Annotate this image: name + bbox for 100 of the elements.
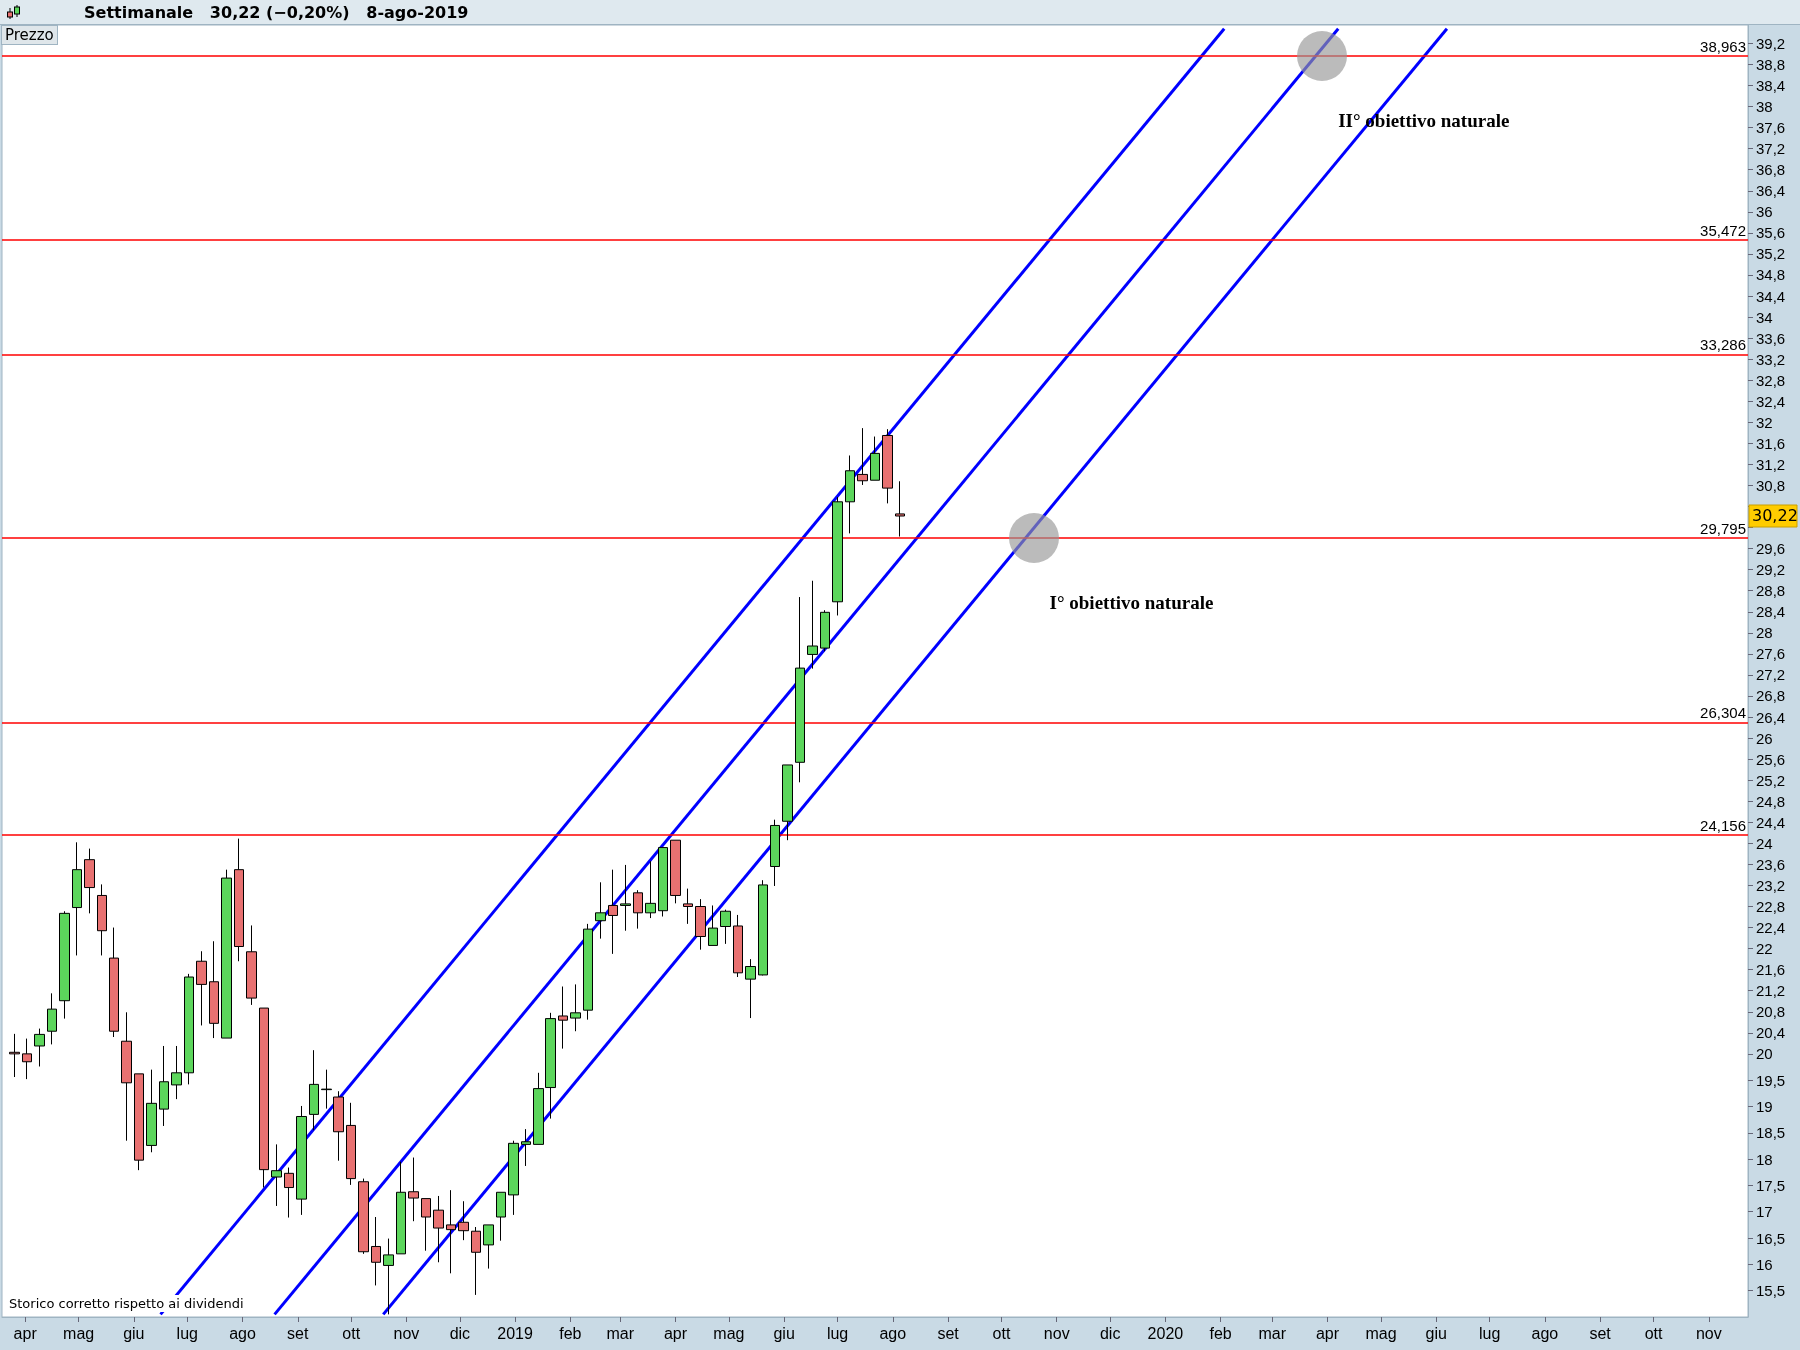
candlestick (59, 910, 70, 1020)
candlestick (209, 940, 219, 1039)
y-tick-label: 20 (1756, 1045, 1773, 1063)
candlestick (820, 609, 830, 652)
x-tick-label: feb (1209, 1324, 1232, 1342)
y-tick-label: 27,6 (1756, 645, 1786, 663)
candlestick (246, 924, 257, 1006)
x-tick-label: apr (13, 1324, 38, 1342)
y-tick-label: 26,4 (1756, 708, 1786, 726)
y-tick-label: 38,8 (1756, 55, 1786, 73)
y-tick-label: 18 (1756, 1150, 1773, 1168)
candlestick (620, 864, 631, 932)
y-tick-label: 33,6 (1756, 329, 1786, 347)
candlestick (396, 1161, 406, 1255)
candlestick (196, 950, 207, 1026)
y-tick-label: 37,2 (1756, 140, 1786, 158)
candlestick (595, 881, 606, 940)
candlestick (670, 839, 681, 904)
y-tick-label: 19,5 (1756, 1071, 1786, 1089)
x-tick-label: giu (773, 1324, 795, 1342)
x-tick-label: ott (1644, 1324, 1664, 1342)
y-tick-label: 36,8 (1756, 161, 1786, 179)
candlestick (309, 1049, 319, 1131)
y-tick-label: 25,6 (1756, 750, 1786, 768)
y-tick-label: 17 (1756, 1203, 1773, 1221)
x-tick-label: set (287, 1324, 309, 1342)
x-tick-label: mag (1365, 1324, 1397, 1342)
candlestick (346, 1102, 356, 1186)
candlestick (383, 1238, 394, 1315)
y-tick-label: 24,8 (1756, 792, 1786, 810)
y-tick-label: 28 (1756, 624, 1773, 642)
candlestick (895, 480, 905, 538)
y-tick-label: 38 (1756, 98, 1773, 116)
y-tick-label: 36 (1756, 203, 1773, 221)
y-tick-label: 18,5 (1756, 1124, 1786, 1142)
y-tick-label: 16 (1756, 1255, 1773, 1273)
annotation: Storico corretto rispetto ai dividendi (9, 1296, 244, 1311)
y-tick-label: 20,8 (1756, 1003, 1786, 1021)
candlestick (683, 888, 693, 925)
y-tick-label: 23,2 (1756, 876, 1786, 894)
candlestick (22, 1038, 32, 1080)
ref-line-label: 33,286 (1700, 336, 1746, 354)
candlestick (84, 848, 95, 914)
y-tick-label: 35,2 (1756, 245, 1786, 263)
candlestick (109, 927, 119, 1038)
candlestick (321, 1069, 332, 1110)
candlestick (807, 580, 818, 670)
y-tick-label: 34,4 (1756, 287, 1786, 305)
y-tick-label: 19 (1756, 1097, 1773, 1115)
x-tick-label: mar (1258, 1324, 1287, 1342)
ref-line-label: 26,304 (1700, 704, 1746, 722)
candlestick (533, 1072, 544, 1145)
x-tick-label: mag (63, 1324, 95, 1342)
y-tick-label: 17,5 (1756, 1176, 1786, 1194)
y-tick-label: 28,4 (1756, 603, 1786, 621)
candlestick (284, 1167, 294, 1219)
text: 30,22 (1752, 505, 1798, 525)
candlestick (483, 1224, 494, 1270)
candlestick (521, 1128, 531, 1167)
x-tick-label: nov (1043, 1324, 1070, 1342)
x-tick-label: ago (229, 1324, 256, 1342)
y-tick-label: 26,8 (1756, 687, 1786, 705)
y-tick-label: 24,4 (1756, 813, 1786, 831)
y-tick-label: 33,2 (1756, 350, 1786, 368)
x-tick-label: mar (606, 1324, 635, 1342)
candlestick (358, 1178, 369, 1255)
y-tick-label: 21,6 (1756, 961, 1786, 979)
y-tick-label: 23,6 (1756, 855, 1786, 873)
candlestick (633, 889, 643, 930)
candlestick (645, 860, 656, 919)
y-tick-label: 22 (1756, 940, 1773, 958)
y-tick-label: 22,8 (1756, 898, 1786, 916)
y-tick-label: 34 (1756, 308, 1773, 326)
x-tick-label: set (937, 1324, 960, 1342)
y-tick-label: 32,4 (1756, 392, 1786, 410)
x-tick-label: lug (826, 1324, 849, 1342)
chart-title: Settimanale 30,22 (−0,20%) 8-ago-2019 (84, 3, 469, 22)
x-tick-label: lug (1478, 1324, 1501, 1342)
x-tick-label: mag (713, 1324, 745, 1342)
ref-line-label: 29,795 (1700, 520, 1746, 538)
candlestick (184, 973, 194, 1085)
x-tick-label: dic (1099, 1324, 1121, 1342)
candlestick (271, 1143, 282, 1207)
candlestick (159, 1045, 169, 1127)
x-tick-label: giu (123, 1324, 145, 1342)
ref-line-label: 35,472 (1700, 221, 1746, 239)
x-tick-label: ago (1531, 1324, 1559, 1342)
candlestick (832, 496, 843, 616)
candlestick (146, 1069, 157, 1153)
y-tick-label: 34,8 (1756, 266, 1786, 284)
y-tick-label: 27,2 (1756, 666, 1786, 684)
candlestick (770, 819, 780, 887)
candlestick (72, 841, 82, 956)
candlestick (570, 983, 581, 1032)
y-tick-label: 32,8 (1756, 371, 1786, 389)
x-tick-label: 2019 (497, 1324, 534, 1342)
x-tick-label: apr (1315, 1324, 1340, 1342)
candlestick (121, 1011, 132, 1142)
y-tick-label: 16,5 (1756, 1229, 1786, 1247)
ref-line-label: 24,156 (1700, 816, 1746, 834)
